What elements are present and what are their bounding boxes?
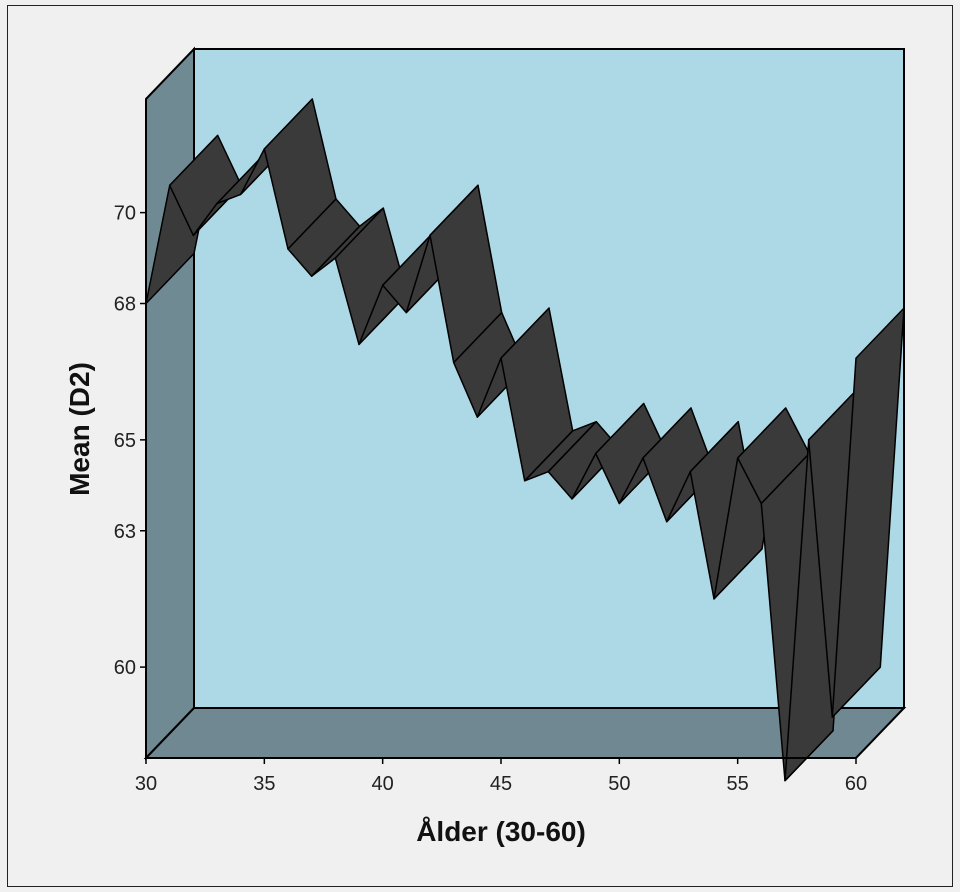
x-tick-label: 40 — [372, 773, 394, 795]
chart-frame: 30 35 40 45 50 55 60 60 63 65 68 70 Ålder (30-60) M… — [7, 5, 953, 887]
x-tick-label: 60 — [845, 773, 867, 795]
chart-svg: 30 35 40 45 50 55 60 60 63 65 68 70 Ålder (30-60) M… — [64, 46, 907, 847]
y-tick-label: 63 — [114, 521, 136, 543]
y-tick-label: 65 — [114, 430, 136, 452]
tick-labels: 30 35 40 45 50 55 60 60 63 65 68 70 — [114, 203, 867, 795]
x-tick-label: 30 — [135, 773, 157, 795]
x-tick-label: 55 — [727, 773, 749, 795]
x-tick-label: 45 — [490, 773, 512, 795]
left-wall — [145, 46, 195, 761]
y-tick-label: 68 — [114, 294, 136, 316]
x-tick-label: 35 — [253, 773, 275, 795]
x-axis-title: Ålder (30-60) — [416, 816, 586, 847]
y-tick-label: 70 — [114, 203, 136, 225]
y-axis-title: Mean (D2) — [64, 362, 95, 496]
ribbon-segment — [831, 307, 905, 718]
front-axes — [140, 99, 857, 764]
y-tick-label: 60 — [114, 657, 136, 679]
x-tick-label: 50 — [608, 773, 630, 795]
data-ribbon — [145, 98, 905, 782]
